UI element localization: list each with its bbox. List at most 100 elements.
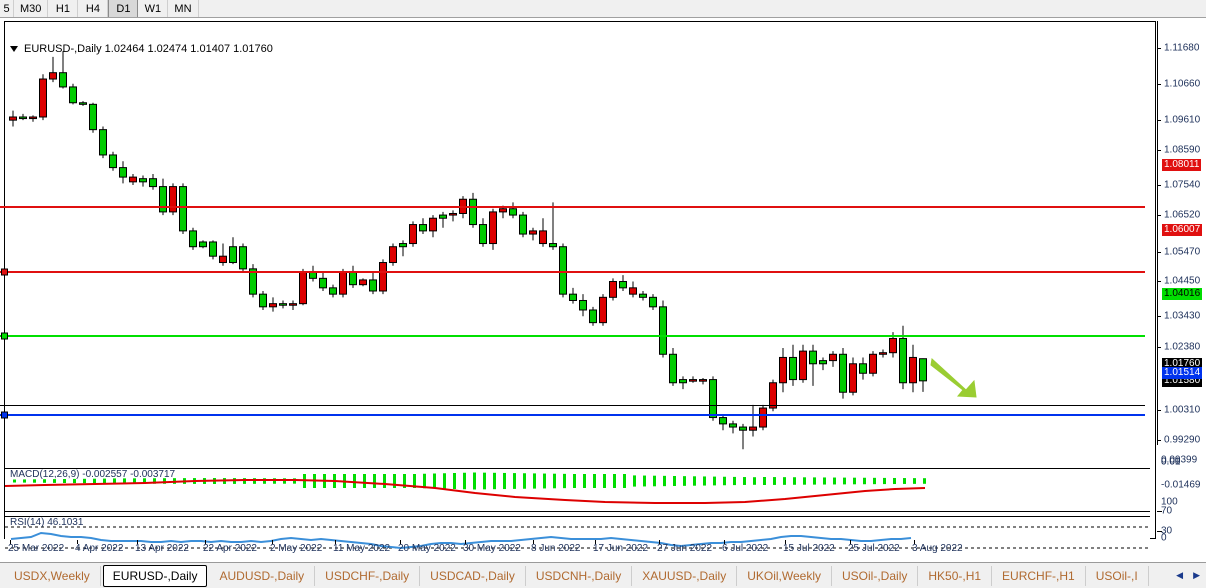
price-tick: [1157, 347, 1161, 348]
date-axis-label: 30 May 2022: [463, 543, 521, 554]
macd-pane[interactable]: [5, 468, 1150, 512]
price-tick-label: 1.08590: [1164, 144, 1201, 156]
date-axis-tick: [595, 540, 596, 544]
rsi-tick-label: 30: [1161, 525, 1173, 537]
date-axis-label: 22 Apr 2022: [203, 543, 257, 554]
price-tick: [1157, 410, 1161, 411]
resistance-line-2-handle[interactable]: [1, 268, 8, 276]
rsi-pane[interactable]: [5, 516, 1150, 560]
chart-tab-bar[interactable]: USDX,Weekly EURUSD-,Daily AUDUSD-,Daily USD…: [0, 562, 1206, 588]
timeframe-m5[interactable]: 5: [0, 0, 14, 17]
chart-tab-usoil-daily[interactable]: USOil-,Daily: [832, 565, 919, 586]
date-axis-tick: [400, 540, 401, 544]
price-tick: [1157, 215, 1161, 216]
date-axis-tick: [465, 540, 466, 544]
date-axis-label: 25 Mar 2022: [8, 543, 65, 554]
tab-scroll-controls[interactable]: ◀ ▶: [1176, 570, 1206, 581]
price-tick: [1157, 440, 1161, 441]
date-axis-tick: [10, 540, 11, 544]
date-axis-tick: [137, 540, 138, 544]
date-axis-label: 27 Jun 2022: [657, 543, 713, 554]
timeframe-d1[interactable]: D1: [108, 0, 139, 17]
timeframe-mn[interactable]: MN: [168, 0, 199, 17]
timeframe-h1[interactable]: H1: [48, 0, 79, 17]
price-tick-label: 1.10660: [1164, 78, 1201, 90]
rsi-band-tick: [1157, 531, 1162, 532]
date-axis-label: 15 Jul 2022: [783, 543, 835, 554]
timeframe-m30[interactable]: M30: [14, 0, 49, 17]
timeframe-h4[interactable]: H4: [78, 0, 109, 17]
toolbar-empty-area: [199, 0, 1206, 17]
support-line[interactable]: [0, 335, 1145, 337]
date-axis-tick: [914, 540, 915, 544]
scroll-left-icon[interactable]: ◀: [1176, 570, 1184, 580]
rsi-tick-label: 0: [1161, 532, 1167, 544]
price-scale-axis: [1157, 21, 1158, 445]
symbol-ohlc-text: EURUSD-,Daily 1.02464 1.02474 1.01407 1.…: [24, 43, 273, 55]
price-level-badge-blue[interactable]: 1.01514: [1162, 367, 1203, 379]
rsi-tick-label: 100: [1161, 496, 1178, 508]
bid-price-line: [0, 405, 1145, 406]
date-axis-tick: [850, 540, 851, 544]
date-axis-label: 11 May 2022: [333, 543, 391, 554]
scroll-right-icon[interactable]: ▶: [1193, 570, 1200, 580]
chart-tab-usdcnh-daily[interactable]: USDCNH-,Daily: [526, 565, 633, 586]
resistance-line-1[interactable]: [0, 206, 1145, 208]
chart-tab-xauusd-daily[interactable]: XAUUSD-,Daily: [632, 565, 738, 586]
macd-tick-label: 0.00: [1161, 456, 1181, 468]
date-axis-tick: [659, 540, 660, 544]
chart-tab-eurchf-h1[interactable]: EURCHF-,H1: [992, 565, 1086, 586]
chart-tab-ukoil-weekly[interactable]: UKOil,Weekly: [737, 565, 833, 586]
chart-tab-usdchf-daily[interactable]: USDCHF-,Daily: [315, 565, 421, 586]
date-axis-label: 25 Jul 2022: [848, 543, 900, 554]
entry-line-handle[interactable]: [1, 411, 8, 419]
candlestick-plot: [9, 51, 927, 450]
price-tick-label: 1.09610: [1164, 114, 1201, 126]
price-tick: [1157, 281, 1161, 282]
price-tick-label: 1.05470: [1164, 246, 1201, 258]
price-level-badge-red[interactable]: 1.08011: [1162, 159, 1202, 171]
date-axis-label: 20 May 2022: [398, 543, 456, 554]
chart-tab-usdcad-daily[interactable]: USDCAD-,Daily: [420, 565, 526, 586]
support-line-handle[interactable]: [1, 332, 8, 340]
date-axis-tick: [77, 540, 78, 544]
chart-tab-audusd-daily[interactable]: AUDUSD-,Daily: [209, 565, 316, 586]
date-axis-label: 4 Apr 2022: [75, 543, 124, 554]
chart-tab-hk50-h1[interactable]: HK50-,H1: [918, 565, 993, 586]
price-tick-label: 1.11680: [1164, 42, 1200, 54]
macd-plot: [5, 472, 926, 504]
date-axis-label: 8 Jun 2022: [531, 543, 581, 554]
price-tick-label: 1.00310: [1164, 404, 1201, 416]
macd-tick-label: 0.01: [1161, 456, 1181, 468]
price-tick: [1157, 185, 1161, 186]
price-tick-label: 1.07540: [1164, 179, 1201, 191]
price-tick: [1157, 120, 1161, 121]
price-level-badge-green[interactable]: 1.04016: [1162, 288, 1203, 300]
entry-line[interactable]: [0, 414, 1145, 416]
date-axis-label: 6 Jul 2022: [722, 543, 769, 554]
down-arrow-annotation[interactable]: [930, 357, 990, 401]
price-tick: [1157, 316, 1161, 317]
price-tick-label: 1.06520: [1164, 209, 1201, 221]
symbol-ohlc-readout: EURUSD-,Daily 1.02464 1.02474 1.01407 1.…: [10, 43, 273, 55]
date-axis-tick: [724, 540, 725, 544]
rsi-plot: [5, 526, 1150, 550]
timeframe-w1[interactable]: W1: [138, 0, 169, 17]
price-tick: [1157, 252, 1161, 253]
date-axis-tick: [335, 540, 336, 544]
price-level-badge-red[interactable]: 1.06007: [1162, 224, 1203, 236]
chart-tab-usoil-i[interactable]: USOil-,I: [1086, 565, 1149, 586]
price-tick: [1157, 150, 1161, 151]
chart-tab-usdx-weekly[interactable]: USDX,Weekly: [4, 565, 101, 586]
price-tick-label: 1.02380: [1164, 341, 1201, 353]
timeframe-toolbar: 5 M30 H1 H4 D1 W1 MN: [0, 0, 1206, 18]
chart-area[interactable]: EURUSD-,Daily 1.02464 1.02474 1.01407 1.…: [0, 19, 1206, 560]
macd-label: MACD(12,26,9) -0.002557 -0.003717: [10, 469, 176, 480]
price-tick: [1157, 84, 1161, 85]
price-pane[interactable]: [5, 41, 1150, 465]
date-axis-label: 17 Jun 2022: [593, 543, 649, 554]
collapse-caret-icon[interactable]: [10, 46, 18, 52]
resistance-line-2[interactable]: [0, 271, 1145, 273]
price-scale[interactable]: 1.11680 1.10660 1.09610 1.08590 1.07540 1.065…: [1157, 21, 1206, 544]
chart-tab-eurusd-daily[interactable]: EURUSD-,Daily: [102, 564, 208, 587]
